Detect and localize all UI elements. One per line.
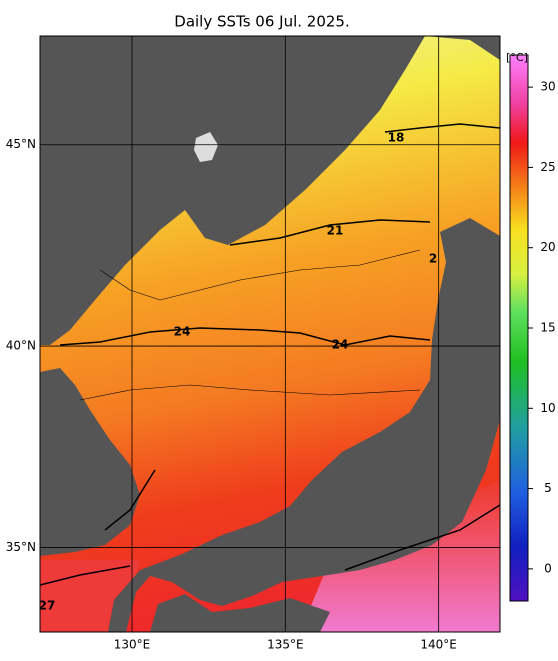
x-tick-label: 130°E [114,638,151,652]
lake [194,132,218,162]
colorbar-tick-label: 15 [540,321,555,335]
colorbar-tick-label: 25 [540,160,555,174]
land-asia [40,36,425,345]
colorbar-unit: [°C] [506,51,528,64]
y-tick-label: 35°N [6,540,36,554]
contours [40,123,500,586]
colorbar-ticks: 0 5 10 15 20 25 30 [528,80,556,575]
colorbar-tick-label: 10 [540,401,555,415]
y-tick-label: 40°N [6,339,36,353]
map-frame [39,35,501,633]
contour-label: 18 [388,131,405,145]
colorbar-tick-label: 20 [540,240,555,254]
y-tick-label: 45°N [6,137,36,151]
land-korea [40,368,140,556]
contour-label: 24 [332,338,349,352]
colorbar-tick-label: 5 [544,481,552,495]
contour-label: 24 [174,325,191,339]
colorbar-tick-label: 0 [544,561,552,575]
land-japan [108,218,500,632]
contour-label: 2 [429,252,437,266]
colorbar-tick-label: 30 [540,80,555,94]
map-title: Daily SSTs 06 Jul. 2025. [174,13,349,31]
contour-label: 27 [39,599,56,613]
colorbar [509,54,529,602]
x-tick-label: 140°E [420,638,457,652]
land-sakhalin [425,36,500,60]
x-tick-label: 135°E [267,638,304,652]
graticule: 130°E 135°E 140°E 35°N 40°N 45°N [6,36,500,652]
contour-label: 21 [327,224,344,238]
map-body [40,36,500,632]
